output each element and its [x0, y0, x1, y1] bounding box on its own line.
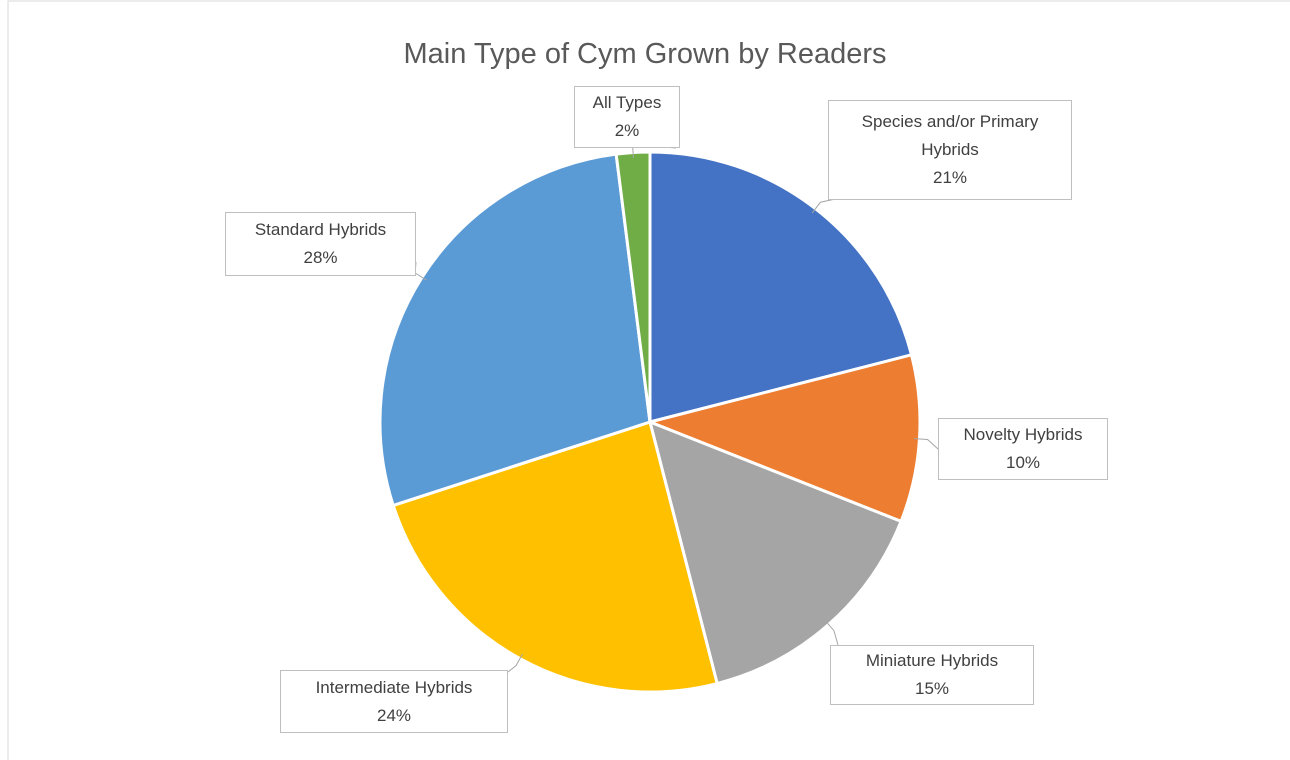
label-category: Species and/or Primary Hybrids	[861, 112, 1039, 159]
data-label: Intermediate Hybrids 24%	[280, 670, 508, 733]
label-value: 28%	[303, 248, 338, 267]
leader-line	[824, 620, 839, 646]
data-label: Novelty Hybrids 10%	[938, 418, 1108, 480]
leader-line	[507, 653, 523, 673]
label-value: 15%	[914, 679, 950, 698]
data-label: Species and/or Primary Hybrids 21%	[828, 100, 1072, 200]
label-category: Standard Hybrids	[254, 220, 387, 239]
chart-title: Main Type of Cym Grown by Readers	[403, 38, 887, 70]
label-category: All Types	[592, 93, 662, 112]
label-value: 10%	[1005, 453, 1041, 472]
label-category: Miniature Hybrids	[865, 651, 999, 670]
label-value: 21%	[932, 168, 968, 187]
label-category: Novelty Hybrids	[963, 425, 1083, 444]
chart-border	[7, 0, 1290, 760]
data-label: All Types 2%	[574, 86, 680, 148]
leader-line	[914, 438, 939, 450]
label-category: Intermediate Hybrids	[315, 677, 473, 697]
data-label: Standard Hybrids 28%	[225, 212, 416, 276]
label-value: 24%	[376, 705, 412, 725]
label-value: 2%	[614, 121, 640, 140]
data-label: Miniature Hybrids 15%	[830, 645, 1034, 705]
